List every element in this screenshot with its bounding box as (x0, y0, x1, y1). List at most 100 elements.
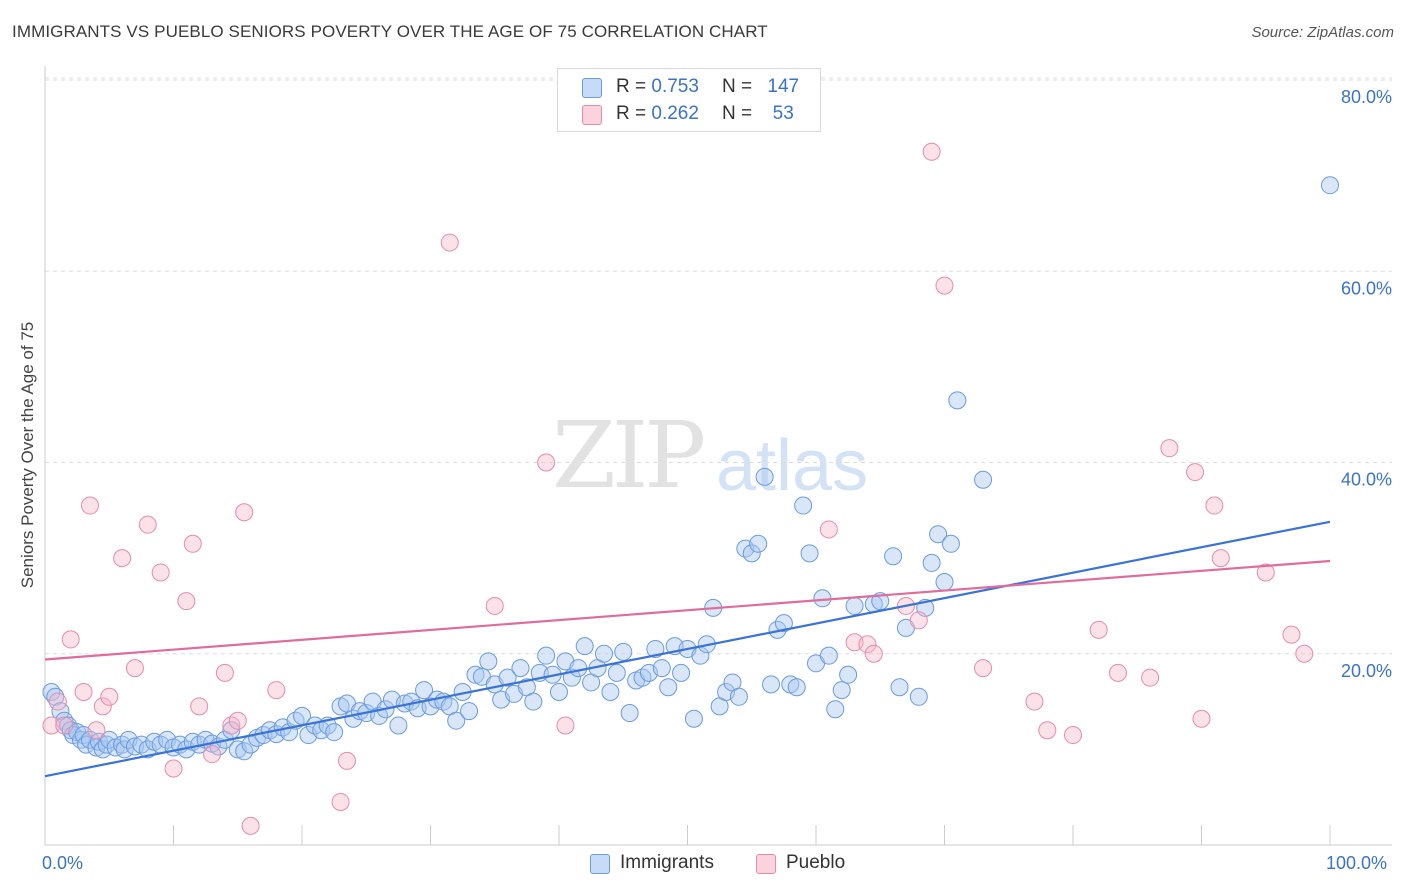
data-point-immigrants (652, 659, 671, 678)
data-point-pueblo (331, 792, 350, 811)
data-point-immigrants (80, 730, 99, 749)
data-point-pueblo (241, 816, 260, 835)
data-point-pueblo (858, 635, 877, 654)
data-point-pueblo (1205, 496, 1224, 515)
data-point-immigrants (813, 589, 832, 608)
data-point-immigrants (845, 596, 864, 615)
data-point-pueblo (1211, 549, 1230, 568)
data-point-pueblo (1295, 644, 1314, 663)
data-point-immigrants (684, 709, 703, 728)
data-point-immigrants (922, 553, 941, 572)
data-point-pueblo (215, 663, 234, 682)
data-point-immigrants (826, 700, 845, 719)
correlation-legend: R = 0.753 N = 147 R = 0.262 N = 53 (557, 68, 821, 132)
watermark-zip: ZIP (552, 402, 706, 509)
data-point-immigrants (929, 525, 948, 544)
y-axis-label: Seniors Poverty Over the Age of 75 (18, 321, 37, 589)
data-point-pueblo (267, 681, 286, 700)
data-point-immigrants (839, 665, 858, 684)
data-point-immigrants (511, 659, 530, 678)
y-tick-label: 20.0% (1341, 661, 1392, 681)
y-tick-label: 60.0% (1341, 278, 1392, 298)
data-point-pueblo (61, 630, 80, 649)
data-point-pueblo (819, 520, 838, 539)
bottom-legend-swatch-immigrants (590, 854, 610, 874)
data-point-immigrants (601, 683, 620, 701)
data-point-immigrants (755, 467, 774, 486)
data-point-immigrants (941, 534, 960, 553)
data-point-pueblo (1282, 625, 1301, 644)
trend-line-pueblo (44, 559, 1331, 661)
watermark-atlas: atlas (716, 426, 869, 506)
data-point-immigrants (672, 663, 691, 682)
data-point-immigrants (466, 665, 485, 684)
legend-swatch-immigrants (582, 78, 602, 98)
data-point-immigrants (550, 683, 568, 701)
data-point-immigrants (594, 644, 613, 663)
data-point-immigrants (575, 637, 594, 656)
legend-swatch-pueblo (582, 105, 602, 125)
data-point-immigrants (832, 681, 851, 700)
data-point-immigrants (1321, 176, 1339, 195)
data-point-immigrants (235, 742, 254, 761)
data-point-pueblo (48, 692, 67, 711)
data-point-pueblo (1256, 563, 1275, 582)
data-point-pueblo (1064, 726, 1082, 745)
data-point-immigrants (569, 659, 588, 678)
x-tick-label-max: 100.0% (1326, 853, 1388, 873)
data-point-immigrants (620, 704, 639, 723)
data-point-pueblo (537, 453, 556, 472)
data-point-pueblo (556, 716, 575, 735)
data-point-pueblo (485, 596, 504, 615)
data-point-pueblo (935, 276, 954, 295)
data-point-pueblo (100, 687, 119, 706)
data-point-immigrants (871, 592, 890, 611)
legend-r-immigrants: R = 0.753 (616, 76, 699, 97)
data-point-pueblo (1089, 620, 1108, 639)
data-point-immigrants (800, 544, 819, 563)
data-point-pueblo (55, 716, 74, 735)
data-point-immigrants (884, 547, 903, 566)
data-point-immigrants (479, 652, 498, 671)
data-point-pueblo (922, 142, 941, 161)
data-point-pueblo (80, 496, 99, 515)
data-point-pueblo (203, 745, 222, 764)
data-point-immigrants (524, 692, 543, 711)
data-point-immigrants (762, 675, 781, 694)
data-point-immigrants (774, 614, 793, 633)
data-point-pueblo (228, 711, 247, 730)
data-point-immigrants (646, 639, 665, 658)
data-point-pueblo (93, 697, 112, 716)
data-point-immigrants (974, 470, 993, 489)
data-point-immigrants (890, 678, 909, 697)
data-point-immigrants (447, 711, 466, 730)
data-point-pueblo (440, 233, 459, 252)
data-point-pueblo (151, 563, 170, 582)
data-point-immigrants (935, 573, 954, 592)
data-point-pueblo (125, 659, 144, 678)
chart-source: Source: ZipAtlas.com (1251, 24, 1394, 41)
data-point-immigrants (787, 678, 806, 697)
data-point-immigrants (389, 716, 408, 735)
data-point-immigrants (607, 663, 626, 682)
data-point-pueblo (1025, 692, 1044, 711)
data-point-pueblo (183, 534, 202, 553)
data-point-immigrants (659, 678, 678, 697)
data-point-immigrants (794, 496, 813, 515)
data-point-pueblo (138, 515, 157, 534)
data-point-immigrants (819, 646, 838, 665)
data-point-pueblo (1192, 709, 1211, 728)
data-point-pueblo (235, 503, 254, 522)
data-point-pueblo (42, 716, 61, 735)
data-point-pueblo (177, 592, 196, 611)
data-point-immigrants (729, 687, 748, 706)
legend-n-pueblo: N = 53 (722, 103, 794, 124)
data-point-pueblo (1186, 463, 1205, 482)
data-point-pueblo (1160, 439, 1179, 458)
data-point-pueblo (1141, 668, 1160, 687)
data-point-pueblo (164, 759, 183, 778)
data-point-pueblo (1108, 663, 1127, 682)
data-point-immigrants (749, 534, 768, 553)
data-point-immigrants (742, 544, 761, 563)
